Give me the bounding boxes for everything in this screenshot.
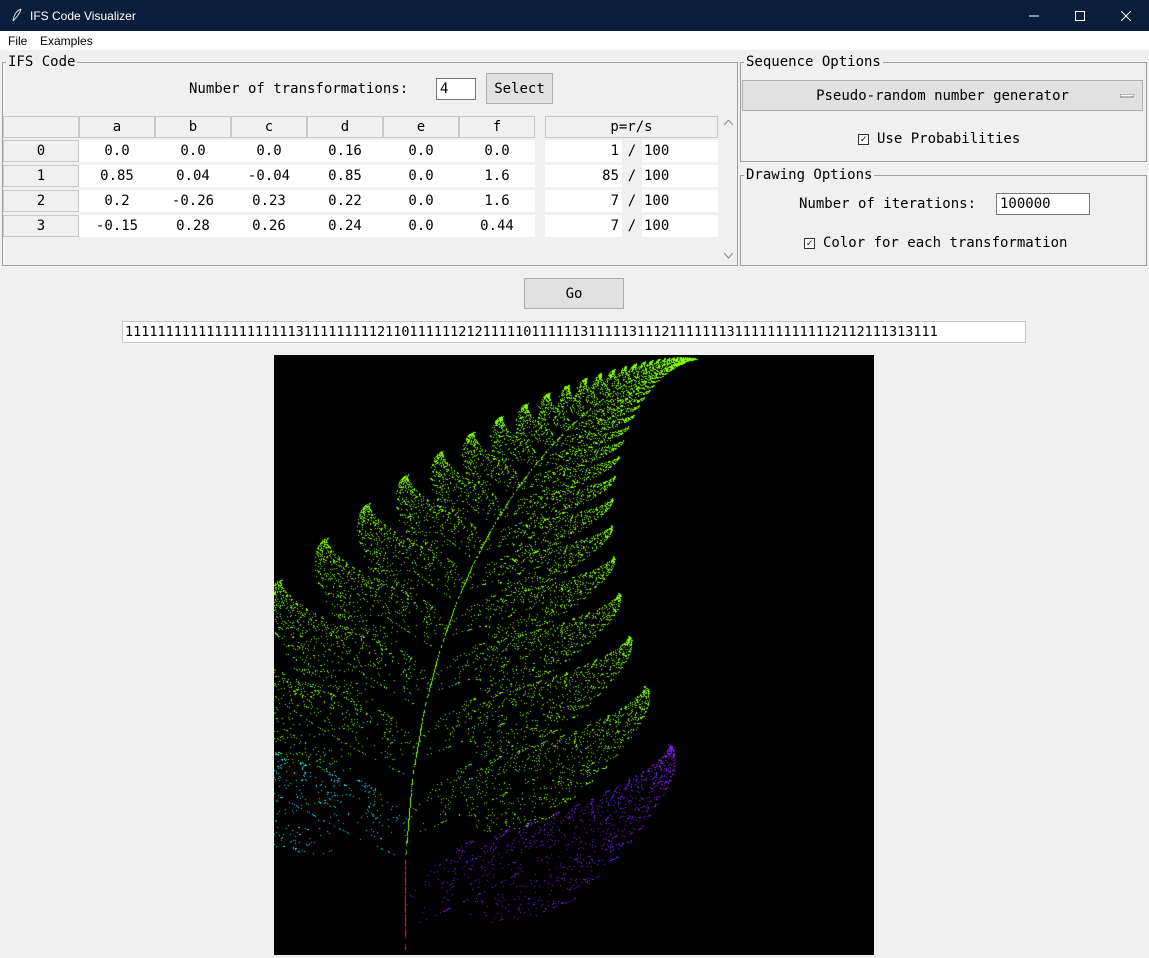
use-probabilities-checkbox[interactable]: ✓ — [858, 134, 869, 145]
title-bar: IFS Code Visualizer — [0, 0, 1149, 31]
menu-bar: File Examples — [0, 31, 1149, 50]
coef-input[interactable]: 0.2 — [79, 190, 155, 212]
row-index: 3 — [3, 215, 79, 237]
coef-input[interactable]: -0.04 — [231, 165, 307, 187]
coef-input[interactable]: 0.04 — [155, 165, 231, 187]
color-each-checkbox[interactable]: ✓ — [804, 238, 815, 249]
coef-input[interactable]: 0.26 — [231, 215, 307, 237]
prob-slash: / — [627, 193, 637, 209]
num-transformations-label: Number of transformations: — [189, 81, 409, 97]
num-transformations-input[interactable] — [436, 78, 476, 100]
coef-input[interactable]: 0.0 — [383, 165, 459, 187]
row-index: 2 — [3, 190, 79, 212]
drawing-options-label: Drawing Options — [744, 167, 875, 183]
coef-input[interactable]: 1.6 — [459, 165, 535, 187]
scroll-down-icon — [724, 253, 733, 259]
prob-s-input[interactable]: 100 — [642, 140, 718, 162]
prob-slash: / — [627, 168, 637, 184]
minimize-icon — [1029, 15, 1039, 16]
menu-examples[interactable]: Examples — [40, 34, 93, 48]
generator-value: Pseudo-random number generator — [816, 87, 1069, 104]
ifs-code-frame-label: IFS Code — [6, 54, 78, 70]
coef-input[interactable]: 0.24 — [307, 215, 383, 237]
coef-input[interactable]: 0.44 — [459, 215, 535, 237]
prob-r-input[interactable]: 7 — [545, 190, 622, 212]
coef-input[interactable]: 0.0 — [79, 140, 155, 162]
table-header-index — [3, 116, 79, 138]
coef-input[interactable]: 0.0 — [383, 190, 459, 212]
coef-input[interactable]: 0.0 — [155, 140, 231, 162]
maximize-button[interactable] — [1057, 0, 1103, 31]
column-header-prob: p=r/s — [545, 116, 718, 138]
maximize-icon — [1075, 10, 1085, 21]
prob-r-input[interactable]: 85 — [545, 165, 622, 187]
row-index: 0 — [3, 140, 79, 162]
prob-s-input[interactable]: 100 — [642, 190, 718, 212]
scroll-up-icon — [724, 120, 733, 126]
minimize-button[interactable] — [1011, 0, 1057, 31]
close-icon — [1121, 10, 1131, 21]
coef-input[interactable]: 0.0 — [383, 215, 459, 237]
coef-input[interactable]: 0.28 — [155, 215, 231, 237]
generator-dropdown[interactable]: Pseudo-random number generator — [742, 80, 1143, 111]
coef-input[interactable]: 1.6 — [459, 190, 535, 212]
coef-input[interactable]: 0.85 — [79, 165, 155, 187]
check-icon: ✓ — [860, 133, 867, 145]
iterations-input[interactable] — [996, 193, 1090, 215]
fractal-canvas — [274, 355, 874, 955]
close-button[interactable] — [1103, 0, 1149, 31]
coef-input[interactable]: 0.0 — [231, 140, 307, 162]
coef-input[interactable]: 0.22 — [307, 190, 383, 212]
sequence-output[interactable] — [122, 321, 1026, 343]
column-header-b: b — [155, 116, 231, 138]
prob-r-input[interactable]: 7 — [545, 215, 622, 237]
prob-s-input[interactable]: 100 — [642, 215, 718, 237]
menu-file[interactable]: File — [8, 34, 28, 48]
use-probabilities-label: Use Probabilities — [877, 131, 1021, 147]
coef-input[interactable]: 0.85 — [307, 165, 383, 187]
prob-r-input[interactable]: 1 — [545, 140, 622, 162]
column-header-e: e — [383, 116, 459, 138]
prob-slash: / — [627, 143, 637, 159]
coef-input[interactable]: -0.15 — [79, 215, 155, 237]
coef-input[interactable]: -0.26 — [155, 190, 231, 212]
select-button[interactable]: Select — [486, 73, 553, 104]
coef-input[interactable]: 0.16 — [307, 140, 383, 162]
sequence-options-frame — [740, 62, 1147, 162]
window-title: IFS Code Visualizer — [30, 9, 136, 23]
column-header-d: d — [307, 116, 383, 138]
ifs-code-frame — [2, 62, 738, 266]
sequence-options-label: Sequence Options — [744, 54, 883, 70]
column-header-c: c — [231, 116, 307, 138]
row-index: 1 — [3, 165, 79, 187]
check-icon: ✓ — [806, 237, 813, 249]
coef-input[interactable]: 0.0 — [383, 140, 459, 162]
prob-s-input[interactable]: 100 — [642, 165, 718, 187]
feather-icon — [12, 8, 22, 22]
column-header-f: f — [459, 116, 535, 138]
column-header-a: a — [79, 116, 155, 138]
coef-input[interactable]: 0.0 — [459, 140, 535, 162]
coef-input[interactable]: 0.23 — [231, 190, 307, 212]
color-each-label: Color for each transformation — [823, 235, 1068, 251]
drawing-options-frame — [740, 175, 1147, 266]
table-scrollbar[interactable] — [720, 116, 737, 264]
iterations-label: Number of iterations: — [799, 196, 977, 212]
dropdown-indicator-icon — [1120, 94, 1134, 98]
prob-slash: / — [627, 218, 637, 234]
go-button[interactable]: Go — [524, 278, 624, 309]
